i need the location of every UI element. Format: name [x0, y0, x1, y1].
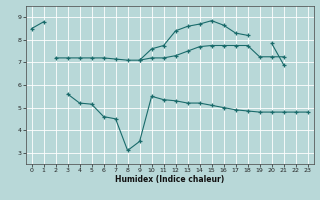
X-axis label: Humidex (Indice chaleur): Humidex (Indice chaleur) [115, 175, 224, 184]
